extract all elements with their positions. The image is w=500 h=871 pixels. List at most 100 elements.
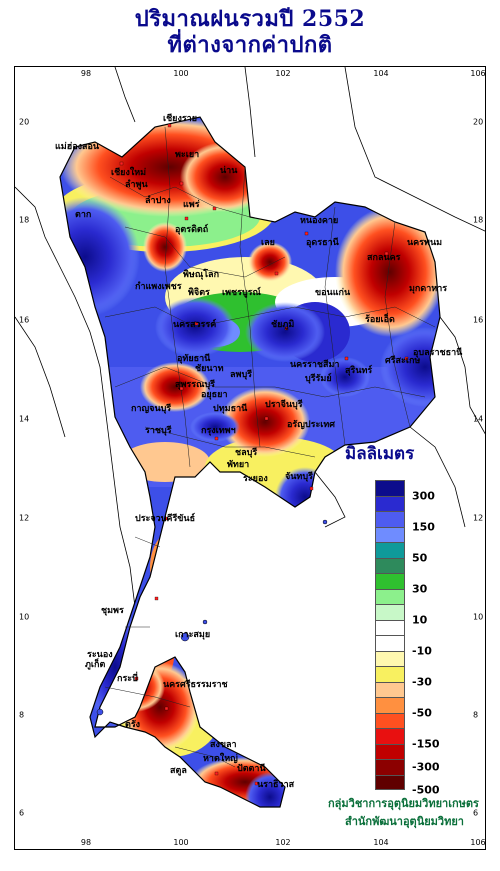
province-label: ชุมพร	[101, 606, 124, 616]
province-label: ร้อยเอ็ด	[365, 315, 395, 325]
province-label: เลย	[261, 238, 275, 248]
y-tick-left: 18	[19, 215, 30, 225]
legend-label: -500	[412, 783, 440, 797]
province-label: ระยอง	[243, 474, 268, 484]
y-tick-right: 18	[473, 215, 484, 225]
y-tick-left: 12	[19, 513, 30, 523]
province-label: อุทัยธานี	[177, 354, 211, 364]
y-tick-right: 12	[473, 513, 484, 523]
legend-swatch	[375, 542, 405, 558]
title-line-1: ปริมาณฝนรวมปี 2552	[134, 6, 366, 32]
legend-label: -300	[412, 760, 440, 774]
province-label: ชัยนาท	[195, 364, 224, 374]
province-label: สุพรรณบุรี	[175, 380, 215, 390]
y-tick-left: 20	[19, 117, 30, 127]
province-label: พิษณุโลก	[183, 270, 220, 280]
province-label: อุดรธานี	[306, 238, 339, 248]
province-label: จันทบุรี	[285, 472, 313, 482]
province-label: ชัยภูมิ	[271, 320, 295, 330]
province-label: อุบลราชธานี	[413, 348, 463, 358]
province-label: ลำพูน	[125, 180, 148, 190]
legend-label: -150	[412, 737, 440, 750]
legend-label: 10	[412, 613, 428, 626]
title-line-2: ที่ต่างจากค่าปกติ	[167, 32, 333, 58]
province-label: ศรีสะเกษ	[385, 356, 421, 366]
province-label: นครพนม	[407, 238, 443, 248]
legend-swatch	[375, 759, 405, 775]
province-label: อยุธยา	[201, 390, 228, 400]
province-label: สุรินทร์	[345, 366, 373, 376]
x-tick-top: 106	[470, 69, 486, 78]
legend-swatch	[375, 666, 405, 682]
y-tick-left: 10	[19, 612, 30, 622]
province-label: พัทยา	[227, 460, 250, 470]
legend-label: -10	[412, 644, 432, 657]
province-label: ภูเก็ต	[85, 660, 106, 670]
legend-label: 150	[412, 520, 435, 533]
legend-swatch	[375, 604, 405, 620]
province-label: นครสวรรค์	[173, 320, 217, 330]
y-tick-left: 14	[19, 414, 30, 424]
legend-swatch	[375, 743, 405, 759]
province-label: ชลบุรี	[235, 448, 258, 458]
province-label: ประจวบคีรีขันธ์	[135, 514, 196, 524]
legend-swatch	[375, 588, 405, 604]
legend-swatch	[375, 557, 405, 573]
legend-swatch	[375, 511, 405, 527]
legend-swatch	[375, 619, 405, 635]
province-label: บุรีรัมย์	[305, 374, 332, 384]
province-label: กระบี่	[117, 674, 138, 684]
legend-label: 50	[412, 551, 428, 564]
province-label: พิจิตร	[188, 288, 210, 298]
x-tick-bottom: 106	[470, 838, 486, 847]
province-label: เพชรบูรณ์	[222, 288, 261, 298]
legend-label: 30	[412, 582, 428, 595]
province-borders	[104, 126, 436, 768]
legend-swatch	[375, 495, 405, 511]
legend-label: 300	[412, 489, 435, 502]
x-tick-bottom: 98	[80, 838, 92, 847]
map-title: ปริมาณฝนรวมปี 2552 ที่ต่างจากค่าปกติ	[0, 6, 500, 58]
legend-swatch	[375, 480, 405, 496]
y-tick-left: 8	[19, 710, 25, 720]
x-tick-bottom: 100	[173, 838, 189, 847]
province-label: เกาะสมุย	[175, 630, 211, 640]
province-label: น่าน	[220, 166, 238, 176]
legend-swatch	[375, 650, 405, 666]
legend-swatch	[375, 526, 405, 542]
province-label: ตรัง	[125, 720, 141, 730]
y-tick-left: 16	[19, 315, 30, 325]
province-label: กำแพงเพชร	[135, 282, 182, 292]
y-tick-right: 20	[473, 117, 484, 127]
y-tick-right: 8	[473, 710, 479, 720]
province-label: นครศรีธรรมราช	[163, 680, 228, 690]
province-label: ปัตตานี	[237, 764, 266, 774]
province-label: ปราจีนบุรี	[265, 400, 303, 410]
x-tick-bottom: 104	[373, 838, 389, 847]
province-label: เชียงราย	[163, 114, 198, 124]
legend-swatch	[375, 774, 405, 790]
map-frame: 98 100 102 104 106 98 100 102 104 106 20…	[14, 66, 486, 850]
province-label: กาญจนบุรี	[131, 404, 172, 414]
province-label: มุกดาหาร	[409, 284, 448, 294]
province-label: นครราชสีมา	[290, 360, 340, 370]
legend-swatch	[375, 635, 405, 651]
y-tick-right: 16	[473, 315, 484, 325]
province-label: กรุงเทพฯ	[201, 426, 236, 436]
province-label: ขอนแก่น	[315, 288, 351, 298]
rainfall-anomaly-map	[15, 67, 485, 808]
province-label: ลพบุรี	[230, 370, 252, 380]
legend-label: -50	[412, 706, 432, 719]
province-label: สกลนคร	[367, 253, 401, 263]
legend-swatch	[375, 697, 405, 713]
province-label: สตูล	[170, 766, 187, 776]
province-label: ปทุมธานี	[213, 404, 248, 414]
legend-swatch	[375, 728, 405, 744]
thailand-outline	[59, 116, 441, 808]
credit-line-1: กลุ่มวิชาการอุตุนิยมวิทยาเกษตร	[328, 797, 479, 810]
y-tick-right: 14	[473, 414, 484, 424]
province-label: เชียงใหม่	[111, 168, 147, 178]
legend-colorbar	[375, 480, 405, 790]
x-tick-bottom: 102	[275, 838, 291, 847]
province-label: อุตรดิตถ์	[175, 225, 209, 235]
